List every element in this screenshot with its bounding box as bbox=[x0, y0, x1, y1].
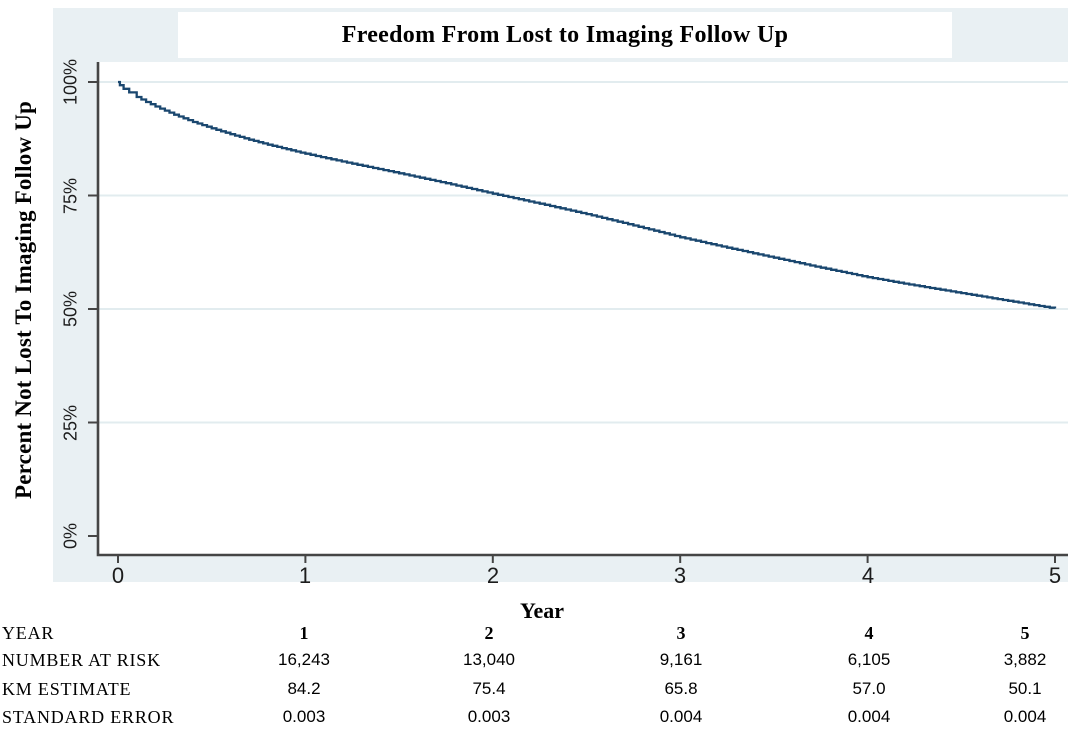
risk-row-label-2: KM ESTIMATE bbox=[2, 679, 132, 699]
risk-cell-r0-c5: 5 bbox=[1020, 623, 1030, 643]
title-band: Freedom From Lost to Imaging Follow Up bbox=[178, 12, 952, 58]
y-tick-label-0: 0% bbox=[60, 522, 81, 550]
x-tick-label-0: 0 bbox=[111, 563, 125, 588]
plot-area bbox=[98, 62, 1068, 555]
y-tick-label-75: 75% bbox=[60, 177, 81, 215]
y-tick-label-50: 50% bbox=[60, 290, 81, 328]
risk-cell-r3-c3: 0.004 bbox=[659, 707, 703, 726]
risk-cell-r0-c3: 3 bbox=[676, 623, 686, 643]
y-tick-label-25: 25% bbox=[60, 404, 81, 442]
risk-cell-r0-c2: 2 bbox=[484, 623, 494, 643]
risk-cell-r2-c3: 65.8 bbox=[664, 679, 698, 698]
x-tick-label-4: 4 bbox=[861, 563, 875, 588]
risk-row-label-3: STANDARD ERROR bbox=[2, 707, 175, 727]
risk-row-label-1: NUMBER AT RISK bbox=[2, 650, 161, 670]
risk-cell-r3-c2: 0.003 bbox=[467, 707, 511, 726]
risk-cell-r1-c3: 9,161 bbox=[659, 650, 703, 669]
risk-cell-r3-c5: 0.004 bbox=[1003, 707, 1047, 726]
risk-cell-r1-c5: 3,882 bbox=[1003, 650, 1047, 669]
risk-cell-r1-c1: 16,243 bbox=[278, 650, 330, 669]
x-axis-title: Year bbox=[520, 598, 564, 623]
risk-cell-r3-c1: 0.003 bbox=[282, 707, 326, 726]
risk-cell-r2-c4: 57.0 bbox=[852, 679, 886, 698]
x-tick-label-5: 5 bbox=[1048, 563, 1062, 588]
x-tick-label-1: 1 bbox=[298, 563, 312, 588]
y-axis-title: Percent Not Lost To Imaging Follow Up bbox=[11, 101, 36, 499]
risk-cell-r2-c5: 50.1 bbox=[1008, 679, 1042, 698]
risk-cell-r1-c2: 13,040 bbox=[463, 650, 515, 669]
risk-cell-r2-c2: 75.4 bbox=[472, 679, 506, 698]
risk-row-label-0: YEAR bbox=[2, 623, 55, 643]
x-tick-label-2: 2 bbox=[486, 563, 500, 588]
risk-cell-r1-c4: 6,105 bbox=[847, 650, 891, 669]
risk-cell-r3-c4: 0.004 bbox=[847, 707, 891, 726]
risk-cell-r2-c1: 84.2 bbox=[287, 679, 321, 698]
y-tick-label-100: 100% bbox=[60, 58, 81, 106]
chart-title: Freedom From Lost to Imaging Follow Up bbox=[341, 21, 789, 48]
risk-cell-r0-c1: 1 bbox=[299, 623, 309, 643]
risk-cell-r0-c4: 4 bbox=[864, 623, 874, 643]
x-tick-label-3: 3 bbox=[673, 563, 687, 588]
